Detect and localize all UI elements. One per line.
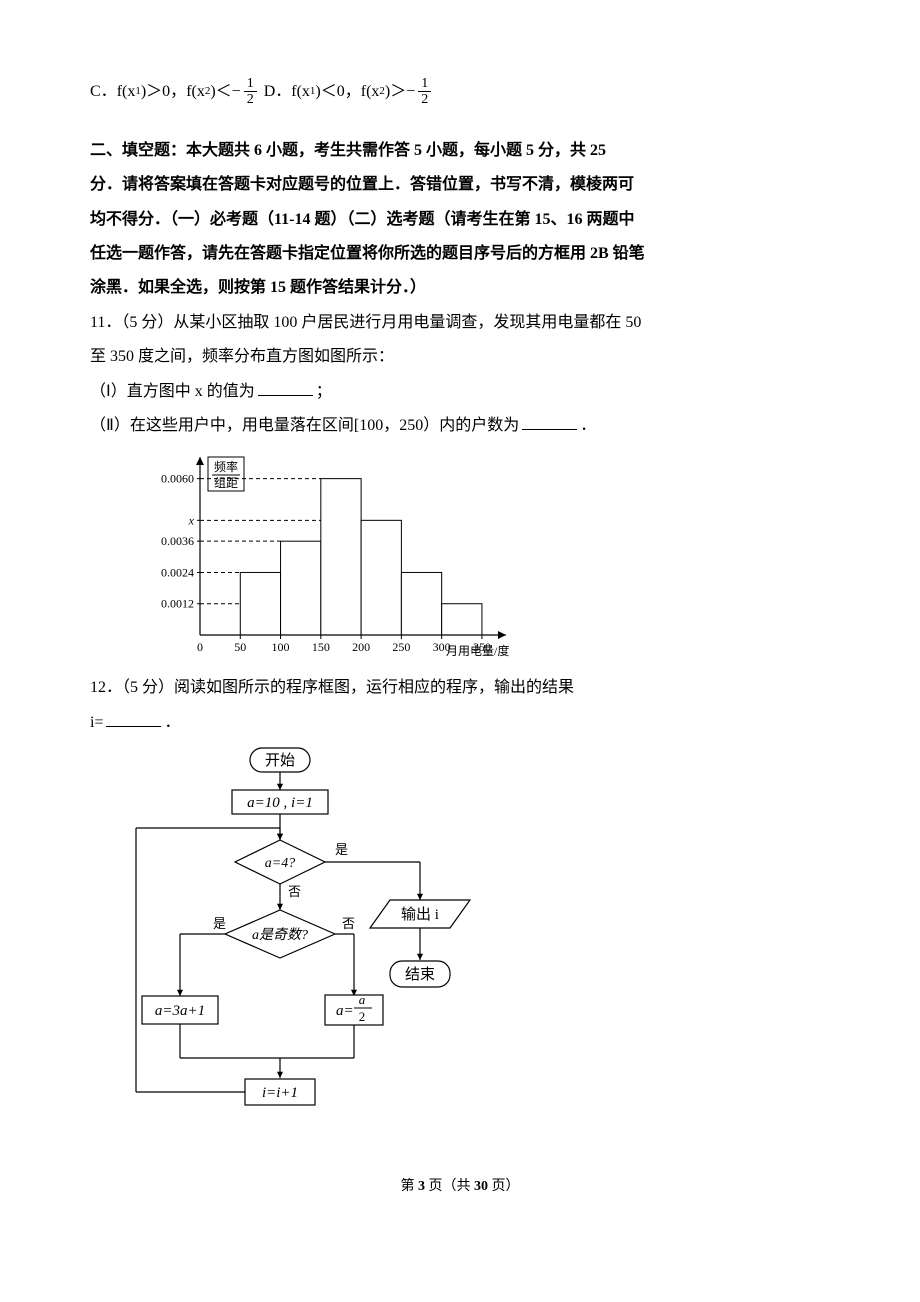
optC-frac: 1 2 (244, 76, 257, 108)
flowchart-wrap: 开始a=10 , i=1a=4?是否输出 i结束a是奇数?是否a=3a+1a=a… (120, 742, 830, 1138)
optC-f2tail: )＜− (210, 77, 240, 107)
svg-text:i=i+1: i=i+1 (262, 1085, 298, 1101)
q12-l2-post: ． (164, 714, 180, 731)
q11-part2: （Ⅱ）在这些用户中，用电量落在区间[100，250）内的户数为 ． (90, 411, 830, 441)
footer-post: 页） (492, 1179, 520, 1194)
svg-text:a是奇数?: a是奇数? (252, 927, 308, 943)
options-cd: C． f(x1)＞0， f(x2)＜− 1 2 D． f(x1)＜0， f(x2… (90, 76, 830, 108)
svg-text:x: x (188, 514, 195, 528)
q12-l1: 12．（5 分）阅读如图所示的程序框图，运行相应的程序，输出的结果 (90, 673, 830, 703)
svg-text:输出 i: 输出 i (401, 906, 439, 923)
svg-text:0.0060: 0.0060 (161, 472, 194, 486)
svg-text:100: 100 (272, 640, 290, 654)
footer-total: 30 (474, 1179, 488, 1194)
svg-text:a=: a= (336, 1003, 354, 1019)
optC-frac-num: 1 (244, 76, 257, 91)
svg-text:频率: 频率 (214, 459, 238, 474)
optD-frac: 1 2 (418, 76, 431, 108)
optC-label: C． (90, 77, 117, 107)
svg-text:2: 2 (359, 1009, 366, 1024)
svg-text:0.0036: 0.0036 (161, 534, 194, 548)
svg-text:组距: 组距 (214, 476, 238, 490)
svg-text:否: 否 (288, 884, 301, 899)
histogram-wrap: 0.0060 x 0.0036 0.0024 0.0012 0 50 100 150 200 250… (130, 445, 830, 665)
svg-text:150: 150 (312, 640, 330, 654)
q11-p2-pre: （Ⅱ）在这些用户中，用电量落在区间[100，250）内的户数为 (90, 417, 519, 434)
footer-pre: 第 (401, 1179, 415, 1194)
optC-frac-den: 2 (244, 91, 257, 107)
svg-text:是: 是 (335, 842, 348, 857)
optC-f1: f(x (117, 77, 136, 107)
svg-text:0: 0 (197, 640, 203, 654)
histogram-chart: 0.0060 x 0.0036 0.0024 0.0012 0 50 100 150 200 250… (130, 445, 510, 665)
q11-p1-post: ； (316, 383, 332, 400)
optC-f1tail: )＞0， (141, 77, 186, 107)
blank-2 (522, 418, 577, 430)
blank-1 (258, 384, 313, 396)
optC-f2: f(x (186, 77, 205, 107)
footer-page: 3 (418, 1179, 425, 1194)
section2-l4: 任选一题作答，请先在答题卡指定位置将你所选的题目序号后的方框用 2B 铅笔 (90, 239, 830, 269)
optD-frac-num: 1 (418, 76, 431, 91)
optD-f1: f(x (291, 77, 310, 107)
q11-p1-pre: （Ⅰ）直方图中 x 的值为 (90, 383, 255, 400)
svg-text:0.0024: 0.0024 (161, 566, 194, 580)
section2-l1: 二、填空题：本大题共 6 小题，考生共需作答 5 小题，每小题 5 分，共 25 (90, 136, 830, 166)
q11-l2: 至 350 度之间，频率分布直方图如图所示： (90, 342, 830, 372)
section2-l2: 分．请将答案填在答题卡对应题号的位置上．答错位置，书写不清，模棱两可 (90, 170, 830, 200)
svg-text:200: 200 (352, 640, 370, 654)
section2-l3: 均不得分．（一）必考题（11-14 题）（二）选考题（请考生在第 15、16 两… (90, 205, 830, 235)
svg-text:开始: 开始 (265, 752, 295, 769)
svg-text:a: a (359, 992, 366, 1007)
optD-f2: f(x (361, 77, 380, 107)
page-footer: 第 3 页（共 30 页） (90, 1174, 830, 1201)
svg-text:a=4?: a=4? (265, 856, 295, 871)
optD-f2tail: )＞− (385, 77, 415, 107)
svg-text:a=10 , i=1: a=10 , i=1 (247, 795, 313, 811)
svg-text:否: 否 (342, 916, 355, 931)
q11-l1: 11．（5 分）从某小区抽取 100 户居民进行月用电量调查，发现其用电量都在 … (90, 308, 830, 338)
flowchart: 开始a=10 , i=1a=4?是否输出 i结束a是奇数?是否a=3a+1a=a… (120, 742, 490, 1127)
svg-text:结束: 结束 (405, 966, 435, 983)
optD-label: D． (264, 77, 292, 107)
optD-frac-den: 2 (418, 91, 431, 107)
svg-text:250: 250 (392, 640, 410, 654)
q12-l2: i= ． (90, 708, 830, 738)
svg-text:0.0012: 0.0012 (161, 597, 194, 611)
footer-mid: 页（共 (429, 1179, 471, 1194)
section2-l5: 涂黑．如果全选，则按第 15 题作答结果计分．） (90, 273, 830, 303)
q11-part1: （Ⅰ）直方图中 x 的值为 ； (90, 377, 830, 407)
q11-p2-post: ． (580, 417, 596, 434)
svg-text:50: 50 (234, 640, 246, 654)
optD-f1tail: )＜0， (315, 77, 360, 107)
blank-3 (106, 715, 161, 727)
q12-l2-pre: i= (90, 714, 103, 731)
svg-text:是: 是 (213, 916, 226, 931)
svg-text:a=3a+1: a=3a+1 (155, 1003, 205, 1019)
svg-text:月用电量/度: 月用电量/度 (446, 643, 509, 658)
